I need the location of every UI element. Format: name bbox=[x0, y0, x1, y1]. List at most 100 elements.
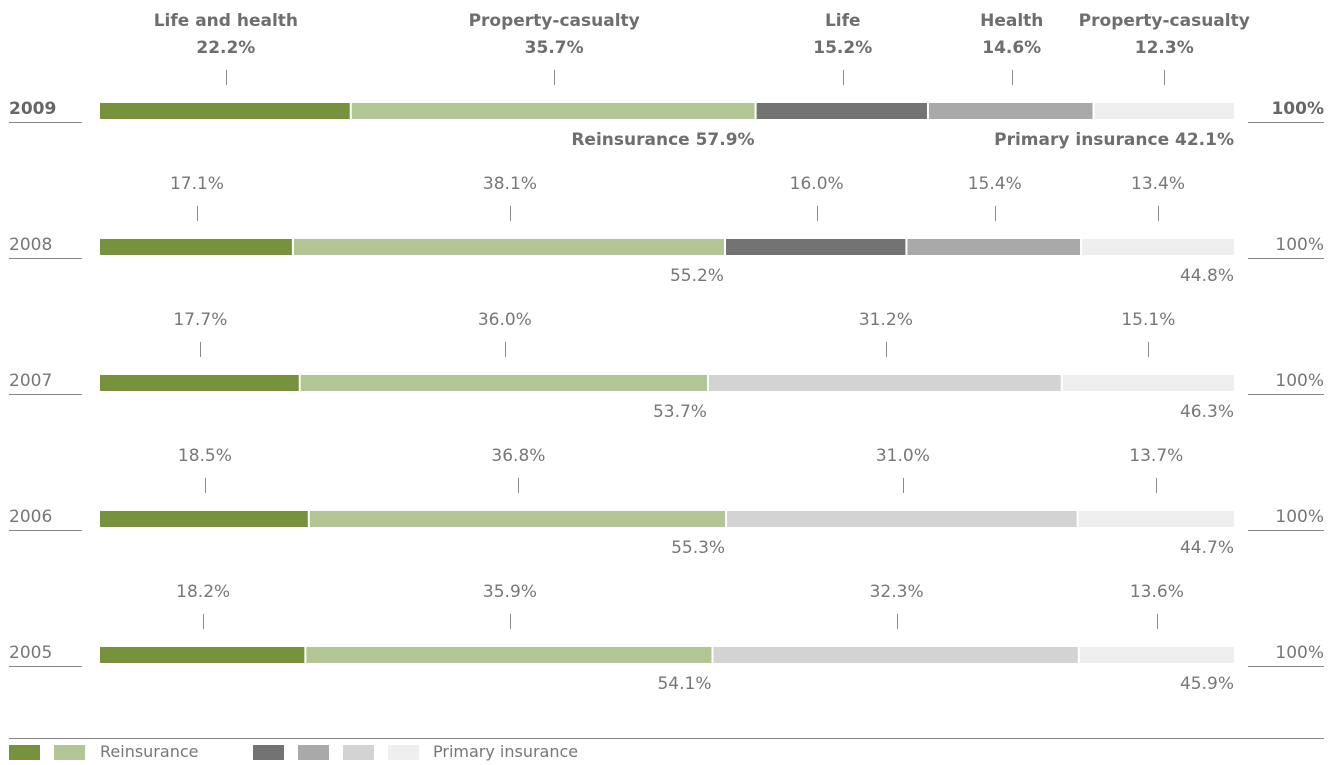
segment-tick-2005-5 bbox=[1157, 614, 1158, 629]
segment-value-2008-1: 38.1% bbox=[482, 174, 537, 194]
segment-tick-2008-3 bbox=[995, 206, 996, 221]
legend-swatch-primary-3 bbox=[388, 745, 419, 760]
bar-segment-2007-0 bbox=[100, 375, 299, 391]
segment-name-2009-2: Life bbox=[824, 11, 861, 31]
bar-segment-2007-4 bbox=[708, 375, 1061, 391]
segment-tick-2006-1 bbox=[518, 478, 519, 493]
bar-segment-2005-5 bbox=[1079, 647, 1234, 663]
primary-total-2007: 46.3% bbox=[1179, 402, 1234, 422]
segment-tick-2006-4 bbox=[903, 478, 904, 493]
segment-name-2009-0: Life and health bbox=[153, 11, 299, 31]
segment-tick-2009-1 bbox=[554, 70, 555, 85]
segment-value-2009-5: 12.3% bbox=[1134, 38, 1194, 58]
segment-tick-2007-1 bbox=[505, 342, 506, 357]
segment-tick-2008-0 bbox=[197, 206, 198, 221]
bar-segment-2006-5 bbox=[1078, 511, 1234, 527]
bar-segment-2008-0 bbox=[100, 239, 292, 255]
chart-labels: 2009 100% Life and health 22.2% Property-cas… bbox=[9, 11, 1324, 694]
chart-plot-area bbox=[100, 103, 1234, 663]
bar-segment-2009-5 bbox=[1094, 103, 1234, 119]
total-label-2007: 100% bbox=[1248, 371, 1324, 395]
primary-total-2005: 45.9% bbox=[1179, 674, 1234, 694]
segment-value-2005-4: 32.3% bbox=[869, 582, 924, 602]
segment-value-2009-2: 15.2% bbox=[813, 38, 873, 58]
primary-total-2009: Primary insurance 42.1% bbox=[994, 130, 1234, 150]
year-label-2009: 2009 bbox=[9, 99, 82, 123]
segment-value-2008-3: 15.4% bbox=[967, 174, 1022, 194]
segment-value-2009-3: 14.6% bbox=[982, 38, 1042, 58]
bar-segment-2005-1 bbox=[306, 647, 712, 663]
segment-value-2005-5: 13.6% bbox=[1129, 582, 1184, 602]
segment-tick-2005-0 bbox=[203, 614, 204, 629]
bar-segment-2009-0 bbox=[100, 103, 350, 119]
segment-value-2007-4: 31.2% bbox=[858, 310, 913, 330]
segment-value-2008-2: 16.0% bbox=[789, 174, 844, 194]
segment-tick-2006-0 bbox=[205, 478, 206, 493]
bar-segment-2006-1 bbox=[309, 511, 726, 527]
bar-segment-2007-1 bbox=[300, 375, 707, 391]
primary-total-2008: 44.8% bbox=[1179, 266, 1234, 286]
segment-tick-2008-5 bbox=[1158, 206, 1159, 221]
segment-value-2006-1: 36.8% bbox=[491, 446, 546, 466]
segment-tick-2005-4 bbox=[897, 614, 898, 629]
total-label-2006: 100% bbox=[1248, 507, 1324, 531]
segment-value-2009-1: 35.7% bbox=[524, 38, 584, 58]
segment-value-2006-5: 13.7% bbox=[1129, 446, 1184, 466]
legend-swatch-reinsurance-0 bbox=[9, 745, 40, 760]
segment-tick-2007-5 bbox=[1148, 342, 1149, 357]
reinsurance-total-2005: 54.1% bbox=[657, 674, 712, 694]
reinsurance-total-2007: 53.7% bbox=[652, 402, 707, 422]
bar-segment-2007-5 bbox=[1062, 375, 1234, 391]
segment-tick-2009-3 bbox=[1012, 70, 1013, 85]
bar-segment-2009-3 bbox=[928, 103, 1093, 119]
legend-label-primary: Primary insurance bbox=[433, 742, 579, 761]
segment-tick-2008-1 bbox=[510, 206, 511, 221]
segment-tick-2007-4 bbox=[886, 342, 887, 357]
total-label-2009: 100% bbox=[1248, 99, 1324, 123]
legend-swatch-primary-0 bbox=[253, 745, 284, 760]
legend-swatch-primary-2 bbox=[343, 745, 374, 760]
segment-tick-2005-1 bbox=[510, 614, 511, 629]
segment-value-2008-5: 13.4% bbox=[1131, 174, 1186, 194]
segment-value-2007-0: 17.7% bbox=[173, 310, 228, 330]
year-label-2008: 2008 bbox=[9, 235, 82, 259]
year-label-2006: 2006 bbox=[9, 507, 82, 531]
bar-segment-2009-1 bbox=[351, 103, 755, 119]
segment-name-2009-3: Health bbox=[980, 11, 1044, 31]
year-label-2005: 2005 bbox=[9, 643, 82, 667]
segment-value-2007-5: 15.1% bbox=[1121, 310, 1176, 330]
segment-tick-2007-0 bbox=[200, 342, 201, 357]
bar-segment-2008-5 bbox=[1082, 239, 1234, 255]
legend-swatch-primary-1 bbox=[298, 745, 329, 760]
segment-tick-2008-2 bbox=[817, 206, 818, 221]
total-label-2005: 100% bbox=[1248, 643, 1324, 667]
reinsurance-total-2006: 55.3% bbox=[671, 538, 726, 558]
segment-value-2009-0: 22.2% bbox=[196, 38, 256, 58]
bar-segment-2006-4 bbox=[727, 511, 1077, 527]
segment-value-2006-0: 18.5% bbox=[177, 446, 232, 466]
segment-value-2008-0: 17.1% bbox=[169, 174, 224, 194]
total-label-2008: 100% bbox=[1248, 235, 1324, 259]
bar-segment-2009-2 bbox=[756, 103, 927, 119]
bar-segment-2008-3 bbox=[907, 239, 1081, 255]
year-label-2007: 2007 bbox=[9, 371, 82, 395]
reinsurance-total-2009: Reinsurance 57.9% bbox=[571, 130, 755, 150]
primary-total-2006: 44.7% bbox=[1179, 538, 1234, 558]
legend-label-reinsurance: Reinsurance bbox=[100, 742, 199, 761]
bar-segment-2008-1 bbox=[293, 239, 724, 255]
segment-value-2005-0: 18.2% bbox=[176, 582, 231, 602]
segment-name-2009-5: Property-casualty bbox=[1078, 11, 1250, 31]
segment-value-2005-1: 35.9% bbox=[482, 582, 537, 602]
segment-tick-2009-2 bbox=[843, 70, 844, 85]
segment-tick-2006-5 bbox=[1156, 478, 1157, 493]
segment-value-2007-1: 36.0% bbox=[477, 310, 532, 330]
segment-name-2009-1: Property-casualty bbox=[468, 11, 640, 31]
bar-segment-2008-2 bbox=[725, 239, 906, 255]
bar-segment-2005-4 bbox=[713, 647, 1078, 663]
segment-tick-2009-0 bbox=[226, 70, 227, 85]
bar-segment-2006-0 bbox=[100, 511, 308, 527]
legend-swatch-reinsurance-1 bbox=[54, 745, 85, 760]
segment-tick-2009-5 bbox=[1164, 70, 1165, 85]
legend-divider bbox=[9, 738, 1324, 739]
